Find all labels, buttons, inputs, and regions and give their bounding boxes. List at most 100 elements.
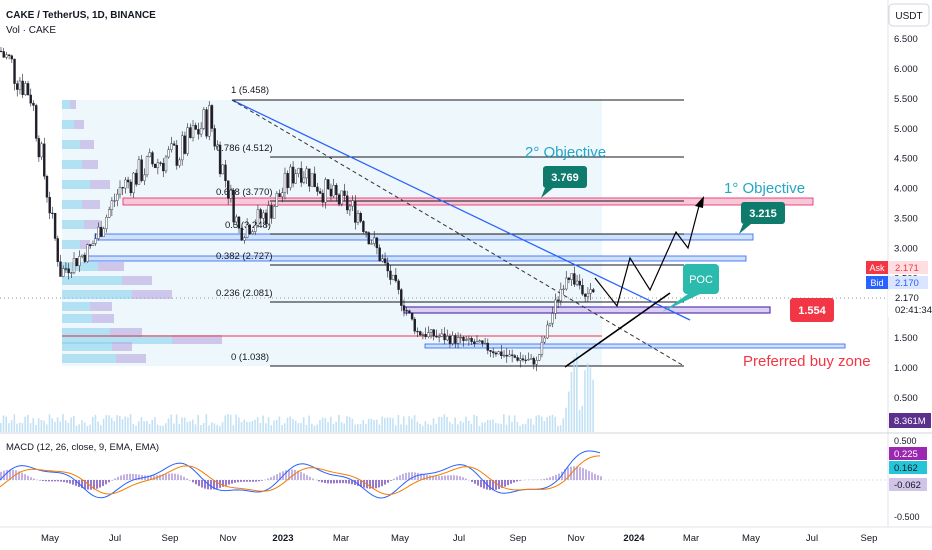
volume-profile-row: [62, 180, 90, 189]
volume-bar: [313, 425, 316, 432]
currency-button[interactable]: USDT: [888, 3, 930, 27]
macd-hist-bar: [231, 480, 233, 484]
candle-body: [10, 55, 14, 60]
candle-body: [489, 350, 492, 352]
trendline-blue[interactable]: [231, 99, 691, 321]
candle-body: [529, 358, 533, 360]
macd-hist-bar: [159, 474, 161, 480]
macd-hist-bar: [435, 476, 437, 480]
target-3769-callout[interactable]: 3.769: [541, 166, 587, 198]
volume-bar: [67, 422, 70, 432]
macd-hist-bar: [477, 480, 479, 486]
volume-profile-row: [62, 262, 98, 271]
volume-bar: [408, 416, 410, 432]
volume-bar: [262, 415, 264, 432]
target-3215-callout[interactable]: 3.215: [739, 202, 785, 234]
candle-body: [364, 231, 368, 233]
ask-tag: Ask 2.171: [866, 261, 928, 274]
volume-bar: [192, 419, 194, 432]
volume-bar: [478, 425, 481, 432]
volume-bar: [45, 424, 48, 432]
time-tick-label: Mar: [683, 533, 699, 544]
macd-hist-bar: [42, 480, 44, 481]
macd-hist-bar: [462, 477, 464, 480]
objective-1-label: 1° Objective: [724, 180, 805, 197]
volume-bar: [102, 418, 105, 432]
time-tick-label: Nov: [568, 533, 585, 544]
candle-body: [581, 285, 584, 295]
macd-hist-bar: [276, 474, 278, 480]
candle-body: [99, 226, 103, 237]
price-axis[interactable]: 6.500 6.000 5.500 5.000 4.500 4.000 3.500 3.000…: [894, 34, 918, 404]
volume-bar: [235, 414, 237, 432]
zone-poc[interactable]: [403, 306, 771, 314]
volume-bar: [256, 417, 259, 432]
volume-bar: [221, 422, 224, 432]
candle-body: [34, 105, 38, 139]
volume-bar: [329, 416, 332, 432]
macd-signal-line: [0, 455, 601, 495]
volume-bar: [405, 424, 408, 432]
macd-hist-bar: [66, 480, 68, 483]
time-tick-label: Jul: [806, 533, 818, 544]
price-candles: [0, 47, 595, 372]
volume-bar: [519, 425, 521, 432]
macd-hist-bar: [60, 480, 62, 482]
level-1554-callout[interactable]: 1.554: [790, 298, 834, 322]
volume-bar: [40, 420, 43, 432]
volume-bar: [202, 423, 205, 432]
volume-bar: [476, 416, 478, 432]
volume-bar: [21, 423, 24, 432]
candle-body: [121, 187, 124, 189]
symbol-title: CAKE / TetherUS, 1D, BINANCE: [6, 10, 156, 21]
candle-body: [316, 186, 319, 192]
volume-bar: [275, 420, 278, 432]
candle-body: [256, 209, 260, 226]
zone-1554[interactable]: [424, 343, 846, 349]
volume-bar: [267, 417, 270, 432]
volume-bar: [97, 421, 99, 432]
zone-2727[interactable]: [87, 255, 747, 262]
volume-bar: [551, 414, 554, 432]
zone-3215[interactable]: [94, 233, 754, 241]
candle-body: [348, 205, 352, 211]
candle-body: [429, 329, 433, 333]
candle-body: [389, 270, 392, 280]
volume-bar: [421, 425, 424, 432]
volume-profile-row: [62, 100, 70, 109]
time-tick-label: Jul: [109, 533, 121, 544]
volume-bar: [2, 415, 5, 432]
volume-profile-row-sell: [92, 314, 114, 323]
candle-body: [145, 156, 149, 176]
candle-body: [586, 293, 590, 297]
candle-body: [218, 144, 222, 175]
time-tick-label: Sep: [861, 533, 878, 544]
volume-bar: [348, 416, 351, 432]
volume-bar: [116, 415, 118, 432]
volume-bar: [592, 379, 594, 432]
candle-body: [248, 224, 252, 235]
time-tick-label: 2023: [272, 533, 293, 544]
candle-body: [0, 50, 3, 53]
macd-hist-bar: [579, 467, 581, 480]
macd-hist-bar: [411, 472, 413, 480]
macd-hist-bar: [243, 480, 245, 482]
candle-body: [513, 355, 517, 358]
volume-profile-row-sell: [80, 140, 94, 149]
candle-body: [291, 166, 295, 184]
macd-hist-bar: [228, 480, 230, 485]
volume-bar: [119, 416, 121, 432]
trendline-dashed[interactable]: [231, 99, 685, 367]
time-axis[interactable]: May Jul Sep Nov 2023 Mar May Jul Sep Nov 2024 Mar Ma…: [41, 533, 877, 544]
macd-hist-bar: [474, 480, 476, 484]
volume-bar: [132, 423, 135, 432]
macd-hist-bar: [162, 474, 164, 480]
volume-bar: [516, 422, 519, 432]
candle-body: [2, 51, 5, 58]
candle-body: [26, 83, 30, 96]
price-tick-label: 6.000: [894, 64, 918, 75]
candle-body: [221, 164, 224, 175]
poc-callout[interactable]: POC: [662, 264, 719, 312]
